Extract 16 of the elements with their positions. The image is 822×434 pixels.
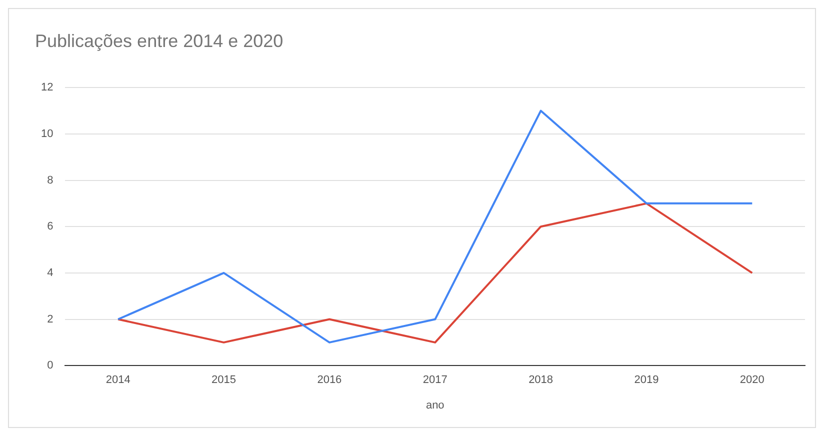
y-tick-label: 2 (47, 313, 54, 326)
x-axis-title: ano (426, 399, 444, 412)
y-tick-label: 12 (40, 82, 54, 94)
x-tick-label: 2017 (422, 374, 448, 386)
y-tick-label: 0 (47, 360, 54, 372)
x-tick-label: 2014 (106, 374, 130, 386)
y-tick-label: 4 (47, 266, 54, 279)
x-tick-label: 2015 (212, 374, 236, 386)
x-tick-label: 2016 (317, 374, 342, 386)
x-tick-label: 2018 (528, 374, 554, 386)
x-tick-label: 2020 (740, 374, 764, 386)
y-tick-label: 8 (47, 174, 54, 186)
y-tick-label: 10 (40, 128, 54, 140)
chart-title: Publicações entre 2014 e 2020 (35, 31, 284, 52)
x-tick-label: 2019 (634, 374, 659, 386)
y-tick-label: 6 (47, 220, 54, 233)
